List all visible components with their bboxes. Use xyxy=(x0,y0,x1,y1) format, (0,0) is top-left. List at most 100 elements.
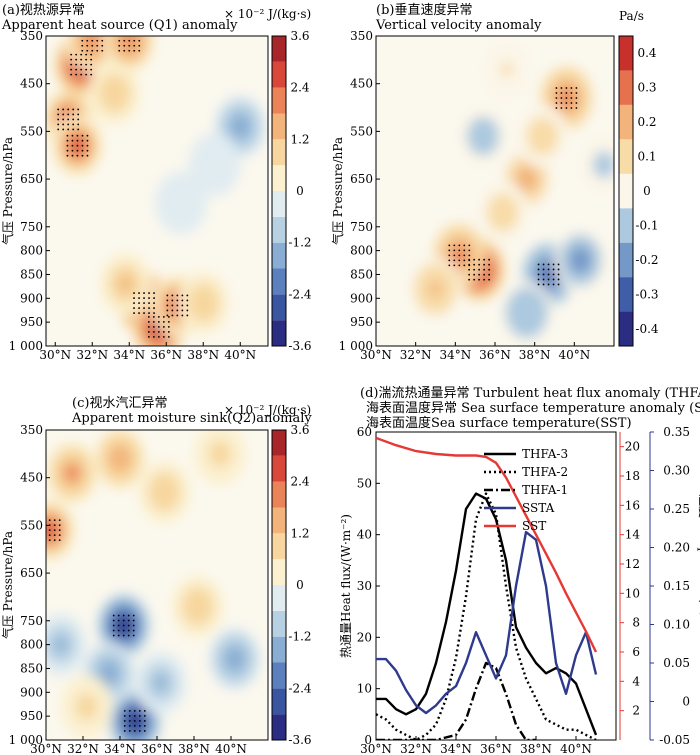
colorbar-tick-label: 2.4 xyxy=(290,475,309,489)
significance-dot xyxy=(148,302,150,304)
colorbar-bin xyxy=(619,311,633,346)
significance-dot xyxy=(167,316,170,318)
significance-dot xyxy=(90,53,93,56)
significance-dot xyxy=(575,87,578,89)
significance-dot xyxy=(71,154,74,157)
significance-dot xyxy=(138,307,140,309)
heatmap-blob-level xyxy=(113,451,127,467)
significance-dot xyxy=(96,44,99,47)
significance-dot xyxy=(133,49,136,52)
significance-dot xyxy=(57,128,60,131)
heatmap-blob-level xyxy=(597,157,611,173)
colorbar-tick-label: 3.6 xyxy=(290,29,309,43)
significance-dot xyxy=(71,144,74,147)
y-right-tick-label: 0.10 xyxy=(663,618,690,632)
significance-dot xyxy=(39,539,41,541)
heatmap-blob-level xyxy=(496,204,510,220)
significance-dot xyxy=(77,128,80,131)
plot-frame xyxy=(45,35,269,347)
colorbar-bin xyxy=(619,208,633,243)
significance-dot xyxy=(122,624,125,627)
significance-dot xyxy=(468,268,471,271)
significance-dot xyxy=(76,144,79,147)
significance-dot xyxy=(560,102,563,104)
significance-dot xyxy=(91,49,94,52)
significance-dot xyxy=(162,336,165,338)
colorbar-bin xyxy=(272,294,286,321)
significance-dot xyxy=(560,97,563,99)
significance-dot xyxy=(453,264,456,267)
colorbar-bin xyxy=(272,559,286,585)
significance-dot xyxy=(81,144,84,147)
colorbar-tick-label: -1.2 xyxy=(288,630,311,644)
significance-dot xyxy=(463,244,466,247)
significance-dot xyxy=(76,149,79,152)
significance-dot xyxy=(90,63,93,66)
significance-dot xyxy=(85,68,88,71)
colorbar-bin xyxy=(272,662,286,689)
significance-dot xyxy=(75,68,78,71)
significance-dot xyxy=(91,39,94,42)
y-left-tick-label: 60 xyxy=(357,425,372,439)
heatmap-blob-level xyxy=(174,195,188,211)
significance-dot xyxy=(127,624,130,627)
x-tick-label: 38°N xyxy=(520,742,552,755)
significance-dot xyxy=(85,73,88,76)
significance-dot xyxy=(138,720,141,722)
significance-dot xyxy=(542,263,545,266)
significance-dot xyxy=(153,297,155,299)
y-mid-tick-label: 18 xyxy=(625,469,640,483)
x-tick-label: 30°N xyxy=(360,348,392,362)
significance-dot xyxy=(101,49,104,52)
significance-dot xyxy=(133,292,135,294)
x-tick-label: 34°N xyxy=(440,742,472,755)
significance-dot xyxy=(453,254,456,257)
significance-dot xyxy=(483,258,486,261)
significance-dot xyxy=(70,73,73,76)
series-group xyxy=(376,436,598,740)
significance-dot xyxy=(81,154,84,157)
significance-dot xyxy=(176,314,179,317)
significance-dot xyxy=(91,44,94,47)
significance-dot xyxy=(143,730,146,732)
significance-dot xyxy=(147,316,150,318)
significance-dot xyxy=(157,331,160,333)
significance-dot xyxy=(123,710,126,712)
significance-dot xyxy=(128,720,131,722)
significance-dot xyxy=(560,107,563,109)
significance-dot xyxy=(72,123,75,126)
significance-dot xyxy=(81,139,84,142)
y-tick-label: 1 000 xyxy=(339,339,373,353)
colorbar-tick-label: 0.3 xyxy=(637,81,656,95)
x-tick-label: 34°N xyxy=(439,348,471,362)
significance-dot xyxy=(468,259,471,262)
significance-dot xyxy=(575,92,578,94)
significance-dot xyxy=(147,321,150,323)
significance-dot xyxy=(67,128,70,131)
significance-dot xyxy=(542,283,545,286)
significance-dot xyxy=(166,299,169,302)
significance-dot xyxy=(468,273,471,276)
significance-dot xyxy=(122,634,125,637)
significance-dot xyxy=(133,297,135,299)
colorbar-bin xyxy=(272,320,286,346)
significance-dot xyxy=(148,297,150,299)
x-tick-label: 40°N xyxy=(215,742,247,755)
significance-dot xyxy=(473,268,476,271)
significance-dot xyxy=(117,619,120,622)
significance-dot xyxy=(557,273,560,276)
significance-dot xyxy=(138,39,141,42)
significance-dot xyxy=(542,273,545,276)
y-tick-label: 1 000 xyxy=(9,339,43,353)
colorbar-tick-label: -3.6 xyxy=(288,339,311,353)
significance-dot xyxy=(537,268,540,271)
colorbar-bin xyxy=(272,139,286,166)
significance-dot xyxy=(542,278,545,281)
significance-dot xyxy=(80,63,83,66)
significance-dot xyxy=(478,258,481,261)
y-mid-tick-label: 2 xyxy=(632,704,640,718)
y-axis-label: 气压 Pressure/hPa xyxy=(0,531,15,639)
significance-dot xyxy=(70,53,73,56)
significance-dot xyxy=(48,534,51,537)
significance-dot xyxy=(570,87,573,89)
